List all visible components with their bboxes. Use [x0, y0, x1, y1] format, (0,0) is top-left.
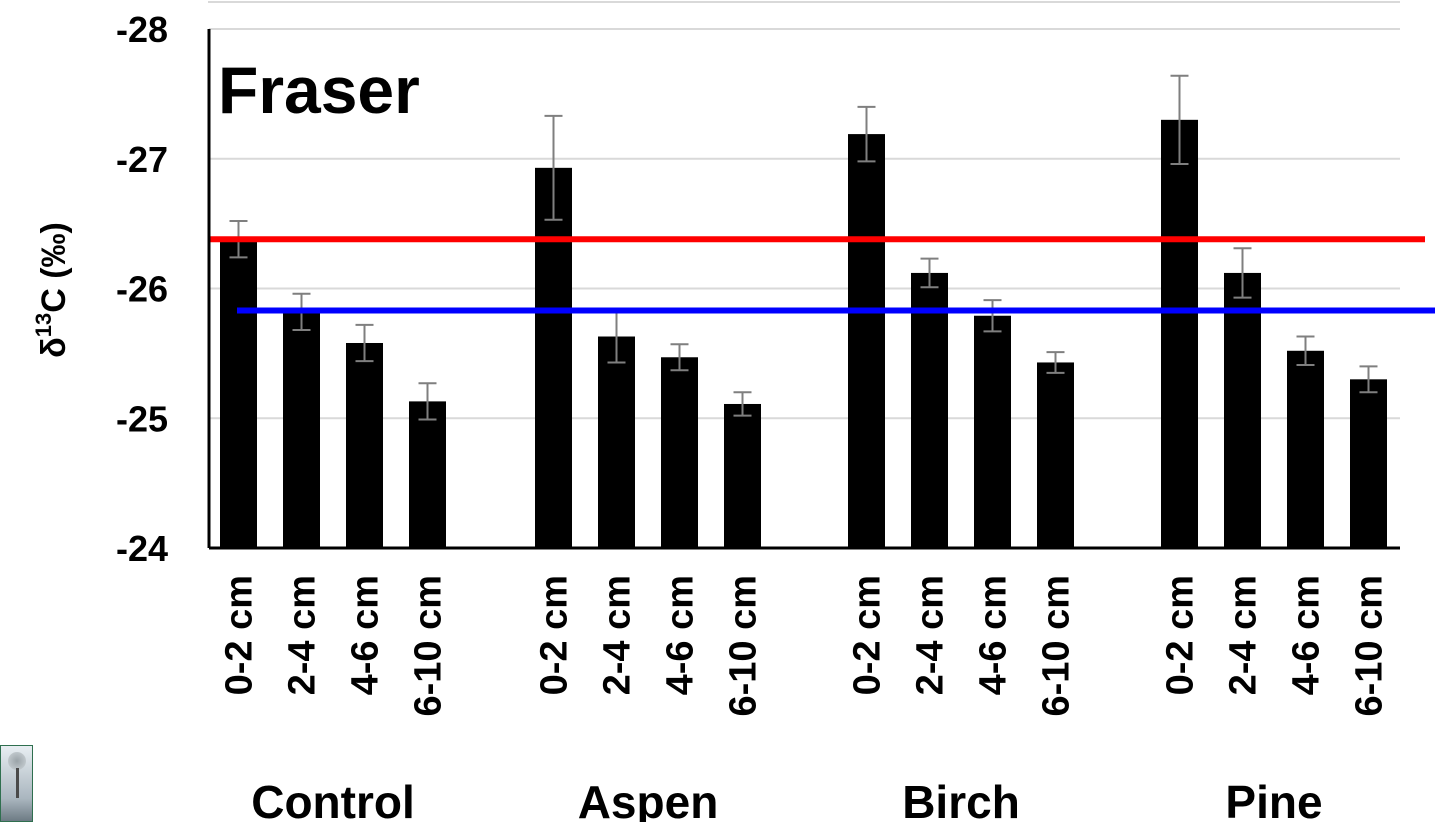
- bar: [1161, 119, 1198, 548]
- x-category-label: 6-10 cm: [1349, 575, 1391, 717]
- y-tick-label: -27: [116, 139, 168, 180]
- bar: [346, 342, 383, 548]
- y-tick-label: -25: [116, 398, 168, 439]
- x-category-label: 2-4 cm: [910, 575, 952, 695]
- bar: [1037, 362, 1074, 548]
- bar: [911, 272, 948, 548]
- bar: [283, 311, 320, 548]
- x-category-label: 2-4 cm: [597, 575, 639, 695]
- x-category-label: 6-10 cm: [408, 575, 450, 717]
- y-tick-label: -28: [116, 9, 168, 50]
- y-tick-label: -26: [116, 269, 168, 310]
- group-label: Birch: [902, 776, 1020, 822]
- tree-trunk: [16, 768, 19, 798]
- bar: [661, 357, 698, 548]
- bar: [724, 403, 761, 548]
- x-category-label: 0-2 cm: [847, 575, 889, 695]
- bar: [848, 134, 885, 548]
- group-label: Control: [251, 776, 415, 822]
- x-category-label: 4-6 cm: [345, 575, 387, 695]
- bar: [1350, 379, 1387, 548]
- x-category-label: 0-2 cm: [534, 575, 576, 695]
- group-label: Aspen: [578, 776, 719, 822]
- bar: [535, 167, 572, 548]
- y-axis-label-delta: δ: [35, 337, 73, 358]
- x-category-label: 0-2 cm: [1160, 575, 1202, 695]
- x-category-label: 6-10 cm: [1036, 575, 1078, 717]
- group-labels: Control Aspen Birch Pine: [251, 776, 1322, 822]
- bar: [220, 239, 257, 548]
- y-tick-label: -24: [116, 528, 168, 569]
- x-category-label: 0-2 cm: [219, 575, 261, 695]
- y-axis-label-unit: C (‰): [35, 222, 73, 313]
- y-tick-labels: -28 -27 -26 -25 -24: [116, 9, 168, 569]
- error-bars: [229, 74, 1378, 421]
- x-category-labels: 0-2 cm 2-4 cm 4-6 cm 6-10 cm 0-2 cm 2-4 cm 4-6…: [219, 575, 1391, 717]
- x-category-label: 4-6 cm: [973, 575, 1015, 695]
- x-category-label: 2-4 cm: [1223, 575, 1265, 695]
- y-axis-label: δ13C (‰): [31, 222, 73, 358]
- y-axis-label-superscript: 13: [31, 313, 56, 337]
- x-category-label: 4-6 cm: [660, 575, 702, 695]
- bar: [409, 401, 446, 548]
- chart-title: Fraser: [218, 53, 420, 127]
- bar: [1224, 272, 1261, 548]
- x-category-label: 4-6 cm: [1286, 575, 1328, 695]
- bar: [974, 315, 1011, 548]
- x-category-label: 6-10 cm: [723, 575, 765, 717]
- bar: [598, 336, 635, 548]
- reference-lines: [210, 236, 1435, 314]
- thumbnail-image: [0, 745, 33, 822]
- bar: [1287, 350, 1324, 548]
- tree-crown: [8, 752, 26, 770]
- group-label: Pine: [1225, 776, 1322, 822]
- bars: [220, 119, 1387, 548]
- x-category-label: 2-4 cm: [282, 575, 324, 695]
- gridlines: [209, 28, 1400, 420]
